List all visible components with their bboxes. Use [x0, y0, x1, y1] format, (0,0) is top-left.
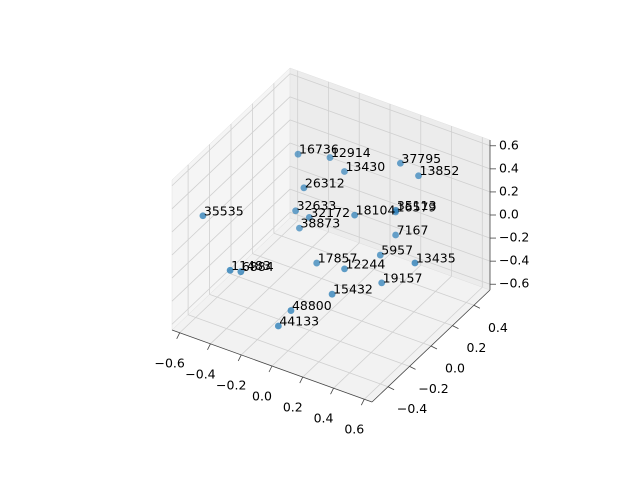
point-label: 35535: [204, 203, 244, 218]
point: [392, 231, 400, 239]
grid-line: [289, 211, 491, 285]
point-label: 32172: [310, 205, 350, 220]
x-tick: [360, 399, 365, 406]
point: [313, 259, 321, 267]
point: [415, 172, 422, 180]
point-label: 15432: [333, 282, 373, 297]
grid-line: [273, 232, 475, 306]
point: [237, 268, 245, 276]
point: [341, 265, 348, 273]
z-tick-label: 0.6: [499, 137, 519, 152]
point-label: 35113: [397, 198, 437, 213]
z-tick-label: 0.0: [499, 207, 519, 222]
y-axis-line: [371, 289, 491, 403]
point-label: 32633: [297, 198, 337, 213]
point-label: 12914: [331, 145, 371, 160]
z-tick-label: 0.4: [499, 160, 519, 175]
point: [392, 206, 400, 214]
point-label: 17857: [318, 251, 358, 266]
x-tick-label: 0.2: [283, 400, 303, 415]
grid-line: [252, 253, 453, 327]
x-axis-line: [171, 329, 373, 403]
point: [287, 307, 295, 314]
y-tick: [387, 386, 395, 391]
point-label: 38873: [300, 216, 340, 231]
point-label: 26312: [305, 175, 345, 190]
grid-line: [289, 188, 491, 262]
point-label: 16579: [397, 199, 437, 214]
point: [294, 150, 302, 158]
x-tick-label: −0.4: [185, 366, 215, 381]
point: [274, 322, 282, 330]
point: [292, 207, 300, 215]
x-tick-label: −0.2: [216, 377, 246, 392]
x-tick: [299, 376, 304, 384]
grid-line: [171, 142, 291, 256]
x-tick-label: 0.6: [344, 422, 364, 437]
z-tick-label: −0.4: [499, 253, 529, 268]
x-tick: [237, 354, 242, 362]
grid-line: [289, 96, 491, 170]
point: [226, 266, 234, 274]
x-tick-label: −0.6: [155, 355, 185, 370]
grid-line: [289, 73, 491, 147]
grid-line: [230, 273, 432, 347]
x-tick: [330, 387, 334, 395]
y-tick-label: −0.4: [397, 401, 427, 416]
grid-line: [171, 73, 291, 187]
y-tick: [452, 325, 459, 329]
point-label: 6884: [242, 259, 274, 274]
z-tick-label: −0.2: [499, 230, 529, 245]
point-label: 16736: [299, 142, 339, 157]
grid-line: [171, 119, 291, 233]
point: [300, 184, 308, 192]
point-label: 37795: [401, 151, 441, 166]
grid-line: [289, 165, 491, 239]
point: [378, 279, 386, 287]
grid-line: [171, 188, 291, 302]
point: [328, 290, 336, 298]
x-tick: [268, 365, 273, 373]
x-tick-label: 0.4: [314, 411, 334, 426]
point-label: 44133: [279, 314, 319, 329]
x-tick: [176, 332, 181, 339]
point: [199, 212, 207, 220]
point-label: 13430: [345, 159, 385, 174]
grid-line: [289, 142, 491, 216]
point-label: 13852: [420, 163, 460, 178]
point: [326, 154, 334, 161]
y-tick: [409, 366, 416, 370]
grid-line: [289, 119, 491, 193]
z-tick-label: −0.6: [499, 276, 529, 291]
point-label: 18104: [356, 203, 396, 218]
point-label: 48800: [292, 298, 332, 313]
y-tick-label: 0.0: [445, 361, 465, 376]
point-label: 5957: [381, 243, 413, 258]
grid-line: [187, 314, 389, 388]
grid-line: [171, 96, 291, 210]
point-label: 11483: [231, 258, 271, 273]
y-tick-label: 0.2: [467, 340, 487, 355]
grid-line: [171, 165, 291, 279]
point: [396, 159, 404, 167]
point-label: 7167: [397, 223, 429, 238]
y-tick: [430, 345, 438, 350]
point: [296, 224, 303, 232]
y-tick-label: 0.4: [488, 320, 508, 335]
point: [351, 211, 359, 219]
grid-line: [209, 293, 410, 367]
point: [341, 168, 348, 175]
point: [411, 259, 419, 267]
x-tick-label: 0.0: [252, 389, 272, 404]
point: [305, 213, 313, 221]
point-label: 19157: [383, 270, 423, 285]
z-tick-label: 0.2: [499, 183, 519, 198]
point-label: 12244: [346, 256, 386, 271]
point: [376, 251, 384, 259]
x-tick: [207, 343, 211, 351]
point-label: 13435: [416, 251, 456, 266]
y-tick-label: −0.2: [418, 381, 448, 396]
y-tick: [473, 304, 481, 309]
